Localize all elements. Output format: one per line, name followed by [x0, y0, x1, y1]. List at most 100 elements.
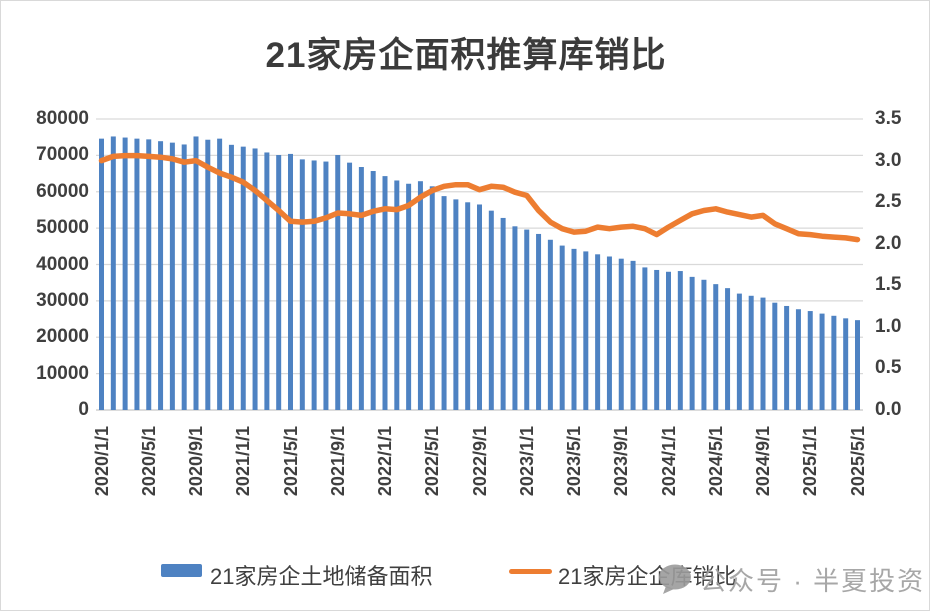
- y2-axis-tick-label: 0.5: [875, 357, 902, 379]
- bar: [571, 248, 577, 410]
- bar: [169, 142, 175, 411]
- legend-item-land-reserve: 21家房企土地储备面积: [161, 557, 481, 589]
- x-axis-tick-label: 2024/5/1: [705, 426, 726, 497]
- y2-axis-tick-label: 1.5: [875, 274, 902, 296]
- bar: [122, 137, 128, 410]
- y-axis-tick-label: 30000: [36, 289, 89, 311]
- bar: [583, 251, 589, 410]
- bar: [370, 171, 376, 410]
- y2-axis-tick-label: 0.0: [875, 399, 902, 420]
- bar: [158, 141, 164, 410]
- y-axis-tick-label: 0: [78, 399, 89, 420]
- bar: [276, 155, 282, 410]
- bar-series-swatch-icon: [161, 564, 202, 577]
- bar: [335, 155, 341, 410]
- bar: [689, 276, 695, 410]
- bar: [240, 146, 246, 410]
- bar: [819, 313, 825, 410]
- bar: [417, 181, 423, 410]
- ratio-line: [98, 152, 861, 243]
- watermark-text: 公众号 · 半夏投资: [700, 565, 926, 596]
- bar: [382, 176, 388, 410]
- bar: [536, 233, 542, 410]
- x-axis-tick-label: 2020/5/1: [138, 426, 159, 497]
- x-axis-tick-label: 2020/9/1: [186, 426, 206, 497]
- bar: [831, 315, 837, 410]
- bar: [323, 161, 329, 410]
- bar: [618, 258, 624, 410]
- bar: [181, 144, 187, 410]
- y2-axis-tick-label: 2.5: [875, 191, 902, 213]
- x-axis-tick-label: 2025/1/1: [800, 426, 821, 497]
- bar: [394, 180, 400, 410]
- chart-title: 21家房企面积推算库销比: [265, 36, 667, 75]
- x-axis-tick-label: 2022/9/1: [469, 426, 490, 497]
- bar: [807, 311, 813, 410]
- y-axis-tick-label: 10000: [36, 362, 89, 384]
- bar: [228, 144, 234, 411]
- bar: [512, 226, 518, 410]
- bar: [299, 159, 305, 410]
- bar: [843, 318, 849, 410]
- x-axis-tick-label: 2021/1/1: [233, 426, 254, 497]
- bar: [205, 139, 211, 410]
- bar: [760, 297, 766, 410]
- bar: [677, 271, 683, 410]
- y2-axis-tick-label: 3.0: [875, 149, 902, 171]
- bar: [595, 254, 601, 410]
- bar: [713, 284, 719, 410]
- y-axis-tick-label: 60000: [36, 180, 89, 202]
- x-axis-tick-label: 2023/1/1: [516, 426, 537, 497]
- bar: [795, 309, 801, 410]
- x-axis-tick-label: 2025/5/1: [847, 426, 868, 497]
- y-axis-tick-label: 40000: [36, 253, 89, 275]
- bar: [358, 167, 364, 410]
- legend: 21家房企土地储备面积 21家房企企库销比: [1, 557, 929, 591]
- watermark: 公众号 · 半夏投资: [656, 559, 925, 599]
- bar: [441, 196, 447, 410]
- x-axis-tick-label: 2022/1/1: [375, 426, 395, 497]
- bar: [547, 239, 553, 410]
- bar: [666, 271, 671, 410]
- y-axis-tick-label: 20000: [36, 326, 89, 348]
- bar: [99, 138, 104, 410]
- x-axis-tick-label: 2023/5/1: [564, 426, 584, 497]
- speech-bubble-icon: [659, 564, 691, 594]
- y2-axis-tick-label: 2.0: [875, 232, 902, 254]
- bar: [429, 186, 435, 410]
- x-axis-tick-label: 2021/9/1: [327, 426, 348, 497]
- bar: [264, 152, 270, 410]
- bar: [630, 260, 636, 410]
- x-axis-tick-label: 2023/9/1: [611, 426, 632, 497]
- bar: [217, 138, 223, 410]
- bar: [736, 293, 742, 410]
- legend-label-ratio: 21家房企企库销比: [558, 564, 737, 589]
- x-axis-tick-label: 2022/5/1: [422, 426, 443, 497]
- bar: [134, 138, 140, 410]
- bar: [725, 288, 731, 410]
- x-axis-tick-label: 2024/9/1: [753, 426, 773, 497]
- bar: [784, 305, 790, 410]
- bar: [110, 136, 116, 410]
- bar: [772, 302, 778, 410]
- y2-axis-tick-label: 3.5: [875, 108, 902, 129]
- y-axis-tick-label: 80000: [36, 108, 89, 129]
- bar: [855, 320, 860, 410]
- bar: [748, 295, 754, 410]
- bar: [288, 153, 293, 411]
- bar: [477, 204, 482, 410]
- bar: [500, 217, 506, 410]
- bar: [654, 269, 660, 410]
- bar: [606, 256, 612, 410]
- bar: [488, 210, 494, 410]
- legend-item-ratio: 21家房企企库销比: [509, 557, 809, 589]
- y-axis-tick-label: 50000: [36, 217, 89, 239]
- bar: [453, 199, 459, 410]
- bar: [193, 136, 199, 410]
- bar: [252, 148, 258, 410]
- y-axis-tick-label: 70000: [36, 144, 89, 166]
- x-axis-tick-label: 2024/1/1: [658, 426, 679, 497]
- x-axis-tick-label: 2021/5/1: [280, 426, 301, 497]
